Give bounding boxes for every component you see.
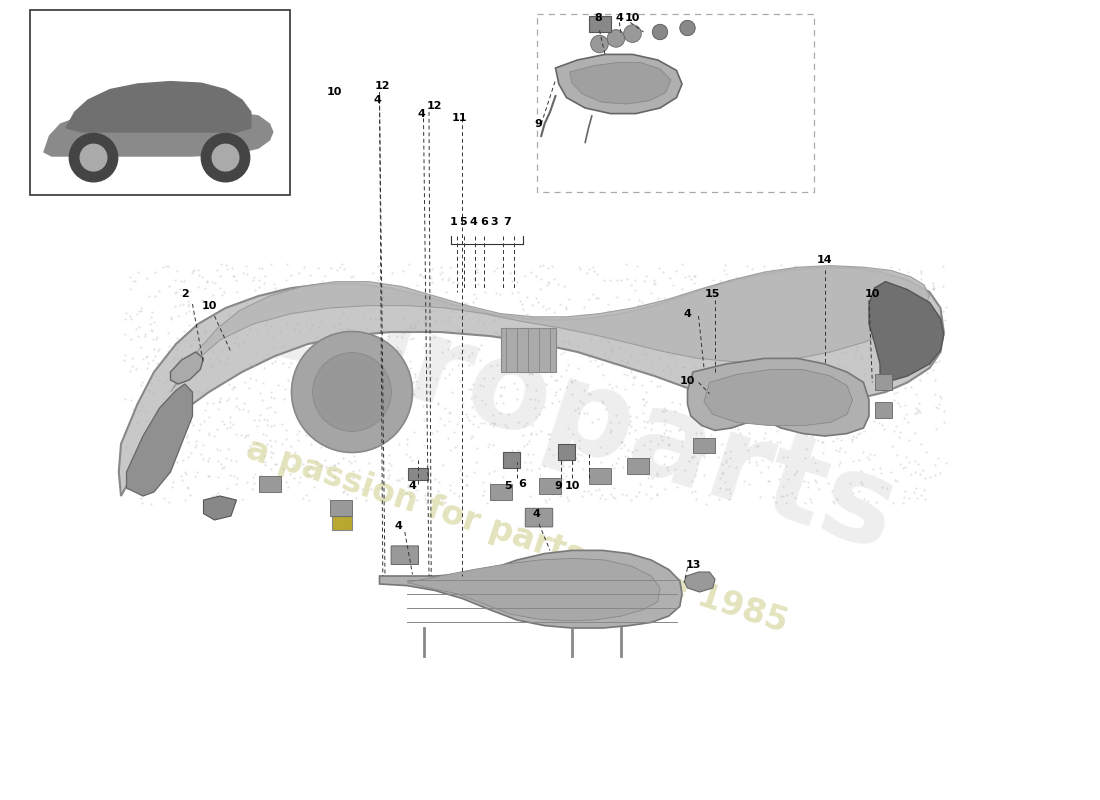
Circle shape: [292, 331, 412, 453]
Bar: [693, 438, 715, 453]
Text: 4: 4: [469, 218, 477, 227]
Text: 10: 10: [625, 13, 640, 22]
Bar: [490, 484, 512, 500]
Polygon shape: [44, 110, 273, 156]
Text: 4: 4: [532, 509, 541, 518]
Text: 4: 4: [615, 13, 624, 22]
Polygon shape: [704, 370, 852, 426]
Bar: [330, 500, 352, 516]
Text: 6: 6: [480, 218, 488, 227]
Text: 12: 12: [375, 82, 390, 91]
Text: 12: 12: [427, 102, 442, 111]
Bar: [500, 328, 556, 372]
Polygon shape: [126, 384, 192, 496]
Circle shape: [652, 24, 668, 40]
Text: 3: 3: [491, 218, 497, 227]
Polygon shape: [688, 358, 869, 436]
Text: 2: 2: [180, 290, 189, 299]
Bar: [332, 516, 352, 530]
Text: 5: 5: [505, 482, 512, 491]
Bar: [503, 452, 520, 468]
Bar: [558, 444, 575, 460]
Circle shape: [624, 25, 641, 42]
Text: 8: 8: [594, 13, 603, 22]
Polygon shape: [556, 54, 682, 114]
Bar: [258, 476, 280, 492]
Bar: [408, 468, 428, 480]
Polygon shape: [119, 268, 944, 496]
Text: 6: 6: [518, 479, 527, 489]
Circle shape: [607, 30, 625, 47]
Text: 10: 10: [564, 482, 580, 491]
Text: 4: 4: [394, 522, 403, 531]
Text: 4: 4: [373, 95, 382, 105]
Text: 9: 9: [534, 119, 542, 129]
Text: 11: 11: [452, 114, 468, 123]
Text: 7: 7: [503, 218, 512, 227]
Text: 5: 5: [460, 218, 466, 227]
Polygon shape: [170, 266, 929, 392]
Text: 10: 10: [865, 290, 880, 299]
Polygon shape: [570, 62, 671, 104]
Text: 13: 13: [685, 560, 701, 570]
Text: 4: 4: [683, 309, 692, 318]
Bar: [588, 16, 610, 32]
Circle shape: [312, 353, 392, 431]
Polygon shape: [869, 282, 944, 384]
Polygon shape: [379, 550, 682, 628]
Circle shape: [591, 35, 608, 53]
Text: 15: 15: [705, 290, 720, 299]
Circle shape: [201, 134, 250, 182]
Polygon shape: [684, 572, 715, 592]
Bar: [627, 458, 649, 474]
Text: 10: 10: [327, 87, 342, 97]
FancyBboxPatch shape: [526, 508, 552, 527]
Text: 4: 4: [408, 482, 417, 491]
Text: 10: 10: [201, 301, 217, 310]
Polygon shape: [170, 352, 204, 384]
Circle shape: [212, 144, 239, 171]
Bar: [874, 374, 892, 390]
Text: a passion for parts since 1985: a passion for parts since 1985: [242, 433, 792, 639]
Text: 1: 1: [449, 218, 458, 227]
Circle shape: [69, 134, 118, 182]
Bar: [874, 402, 892, 418]
Text: 14: 14: [817, 255, 833, 265]
Bar: [30, 10, 290, 195]
Text: 9: 9: [554, 482, 563, 491]
Text: 4: 4: [417, 109, 426, 118]
Polygon shape: [66, 82, 251, 132]
FancyBboxPatch shape: [392, 546, 418, 565]
Bar: [588, 468, 610, 484]
Polygon shape: [204, 496, 236, 520]
Text: europarts: europarts: [233, 256, 911, 576]
Circle shape: [680, 20, 695, 36]
Polygon shape: [407, 558, 660, 621]
Text: 10: 10: [680, 376, 695, 386]
Bar: [539, 478, 561, 494]
Circle shape: [80, 144, 107, 171]
